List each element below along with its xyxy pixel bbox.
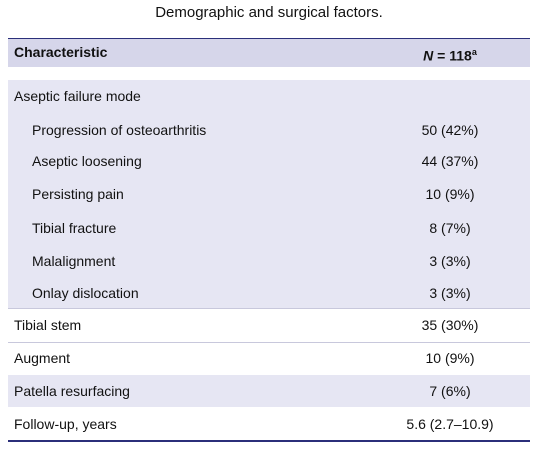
row-value: 35 (30%) [421,317,479,333]
row-value: 44 (37%) [421,153,479,169]
row-separator [8,342,530,343]
row-value: 8 (7%) [429,220,471,236]
header-characteristic: Characteristic [14,44,108,60]
header-n: N [423,47,434,64]
row-value: 10 (9%) [425,350,475,366]
row-label: Persisting pain [32,186,124,202]
header-count: N = 118a [380,42,520,66]
table-title: Demographic and surgical factors. [155,4,383,21]
row-label: Tibial stem [14,317,82,333]
table-bottom-rule [8,440,530,442]
group-band [8,80,530,309]
row-label: Malalignment [32,253,116,269]
row-separator [8,308,530,309]
row-value: 7 (6%) [429,383,471,399]
row-band [8,375,530,407]
row-label: Aseptic loosening [32,153,142,169]
header-n-value: = 118 [433,47,472,64]
row-value: 3 (3%) [429,253,471,269]
row-label: Tibial fracture [32,220,117,236]
row-label: Onlay dislocation [32,285,139,301]
row-value: 10 (9%) [425,186,475,202]
header-footnote: a [471,47,477,57]
row-label: Follow-up, years [14,416,117,432]
row-value: 5.6 (2.7–10.9) [406,416,494,432]
row-value: 3 (3%) [429,285,471,301]
group-label: Aseptic failure mode [14,88,141,104]
row-label: Augment [14,350,71,366]
row-label: Patella resurfacing [14,383,130,399]
row-value: 50 (42%) [421,122,479,138]
header-band [8,38,530,67]
row-label: Progression of osteoarthritis [32,122,207,138]
